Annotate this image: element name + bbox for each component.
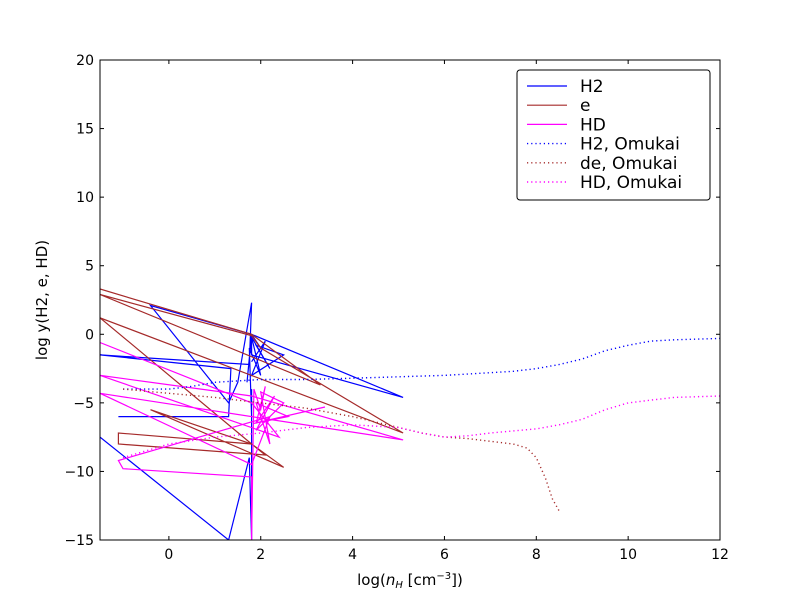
series-line-de-omukai: [122, 388, 560, 512]
legend-label-de-omukai: de, Omukai: [580, 154, 677, 174]
x-tick-label: 12: [711, 547, 729, 563]
legend-label-hd-omukai: HD, Omukai: [580, 173, 682, 193]
y-tick-label: 15: [76, 122, 94, 138]
series-layer: [100, 288, 720, 540]
y-tick-label: 0: [85, 327, 94, 343]
x-tick-label: 8: [532, 547, 541, 563]
legend-label-h2-omukai: H2, Omukai: [580, 135, 680, 155]
legend-label-hd: HD: [580, 115, 606, 135]
x-tick-label: 6: [440, 547, 449, 563]
plot-frame: [99, 59, 721, 541]
y-axis-label: log y(H2, e, HD): [33, 240, 51, 360]
series-line-h2: [100, 302, 404, 540]
tick-layer: 0 2 4 6 8 10 12 −15 −10 −5 0 5 10 15 20: [64, 53, 728, 563]
legend-label-h2: H2: [580, 77, 604, 97]
y-tick-label: 10: [76, 190, 94, 206]
series-line-hd-omukai: [122, 395, 720, 459]
y-tick-label: −15: [64, 533, 94, 549]
series-line-e: [100, 288, 404, 468]
series-line-h2-omukai: [123, 337, 720, 390]
legend-box: [516, 69, 711, 201]
y-tick-label: −10: [64, 464, 94, 480]
x-tick-label: 0: [164, 547, 173, 563]
y-tick-label: 20: [76, 53, 94, 69]
series-line-hd: [100, 341, 404, 540]
x-tick-label: 10: [619, 547, 637, 563]
y-tick-label: 5: [85, 259, 94, 275]
legend-label-e: e: [580, 96, 590, 116]
y-tick-label: −5: [73, 396, 94, 412]
x-axis-label: log(nH [cm−3]): [357, 571, 463, 591]
x-tick-label: 2: [256, 547, 265, 563]
x-tick-label: 4: [348, 547, 357, 563]
